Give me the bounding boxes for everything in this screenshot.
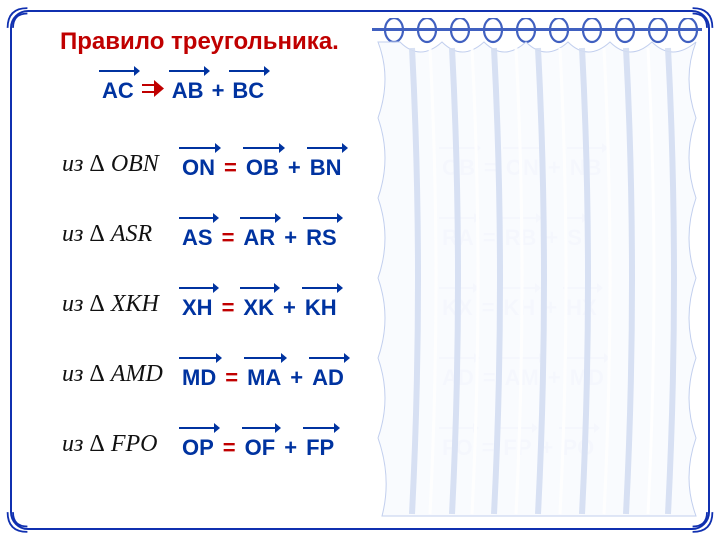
vector-equation-alt: FO =FP +PO <box>440 435 596 461</box>
vec-r2: FP <box>304 435 336 461</box>
triangle-source: из Δ FPO <box>62 431 157 458</box>
equals-sign: = <box>482 435 495 461</box>
vec-r1: AR <box>241 225 277 251</box>
vec-alt-r2: S <box>565 225 584 251</box>
plus-sign: + <box>212 78 225 104</box>
vec-alt-r1: FP <box>501 435 533 461</box>
vector-equation: ON = OB + BN <box>180 155 344 181</box>
vec-alt-lhs: KX <box>440 295 475 321</box>
plus-sign: + <box>284 435 297 461</box>
vec-alt-r2: NB <box>568 155 604 181</box>
slide: Правило треугольника. AC AB + BC из Δ OB… <box>0 0 720 540</box>
vec-lhs: AS <box>180 225 215 251</box>
triangle-source: из Δ XKH <box>62 291 159 318</box>
plus-sign: + <box>288 155 301 181</box>
triangle-source: из Δ ASR <box>62 221 152 248</box>
vec-alt-lhs: AD <box>440 365 476 391</box>
vec-alt-lhs: RA <box>440 225 476 251</box>
vec-alt-r1: ON <box>504 155 541 181</box>
corner-tl <box>4 4 40 32</box>
equals-sign: = <box>483 225 496 251</box>
plus-sign: + <box>548 155 561 181</box>
plus-sign: + <box>290 365 303 391</box>
vec-r2: AD <box>310 365 346 391</box>
plus-sign: + <box>541 435 554 461</box>
vec-alt-r2: PO <box>560 435 596 461</box>
vector-equation-alt: AD = AM + MD <box>440 365 606 391</box>
main-rule: AC AB + BC <box>100 78 266 104</box>
vector-equation: OP = OF+ FP <box>180 435 336 461</box>
vector-equation-alt: OB = ON + NB <box>440 155 604 181</box>
vec-r2: BN <box>308 155 344 181</box>
vec-alt-r1: KH <box>501 295 537 321</box>
vec-r2: KH <box>303 295 339 321</box>
vec-alt-r2: MD <box>568 365 606 391</box>
vec-r2: RS <box>304 225 339 251</box>
equals-sign: = <box>222 225 235 251</box>
vector-equation: MD = MA + AD <box>180 365 346 391</box>
vec-alt-r2: HX <box>564 295 599 321</box>
slide-title: Правило треугольника. <box>60 28 339 56</box>
corner-tr <box>680 4 716 32</box>
vec-alt-r1: RB <box>503 225 539 251</box>
corner-br <box>680 508 716 536</box>
vec-r1: XK <box>241 295 276 321</box>
vec-r1: OB <box>244 155 281 181</box>
vec-lhs: MD <box>180 365 218 391</box>
vector-equation: AS =AR + RS <box>180 225 339 251</box>
vec-lhs: OP <box>180 435 216 461</box>
vector-equation: XH =XK + KH <box>180 295 339 321</box>
vec-r1: MA <box>245 365 283 391</box>
vec-r1: OF <box>243 435 278 461</box>
equals-sign: = <box>482 295 495 321</box>
plus-sign: + <box>548 365 561 391</box>
plus-sign: + <box>283 295 296 321</box>
equals-sign: = <box>222 295 235 321</box>
plus-sign: + <box>544 295 557 321</box>
vec-alt-r1: AM <box>503 365 541 391</box>
vector-ac: AC <box>100 78 136 104</box>
vec-alt-lhs: OB <box>440 155 477 181</box>
vector-ab: AB <box>170 78 206 104</box>
plus-sign: + <box>545 225 558 251</box>
equals-sign: = <box>225 365 238 391</box>
vector-equation-alt: KX =KH + HX <box>440 295 599 321</box>
plus-sign: + <box>284 225 297 251</box>
vec-lhs: XH <box>180 295 215 321</box>
implies-icon <box>142 78 164 104</box>
vector-equation-alt: RA = RB+ S <box>440 225 584 251</box>
equals-sign: = <box>484 155 497 181</box>
vec-lhs: ON <box>180 155 217 181</box>
vec-alt-lhs: FO <box>440 435 475 461</box>
equals-sign: = <box>223 435 236 461</box>
triangle-source: из Δ OBN <box>62 151 159 178</box>
equals-sign: = <box>224 155 237 181</box>
equals-sign: = <box>483 365 496 391</box>
corner-bl <box>4 508 40 536</box>
vector-bc: BC <box>230 78 266 104</box>
triangle-source: из Δ AMD <box>62 361 163 388</box>
